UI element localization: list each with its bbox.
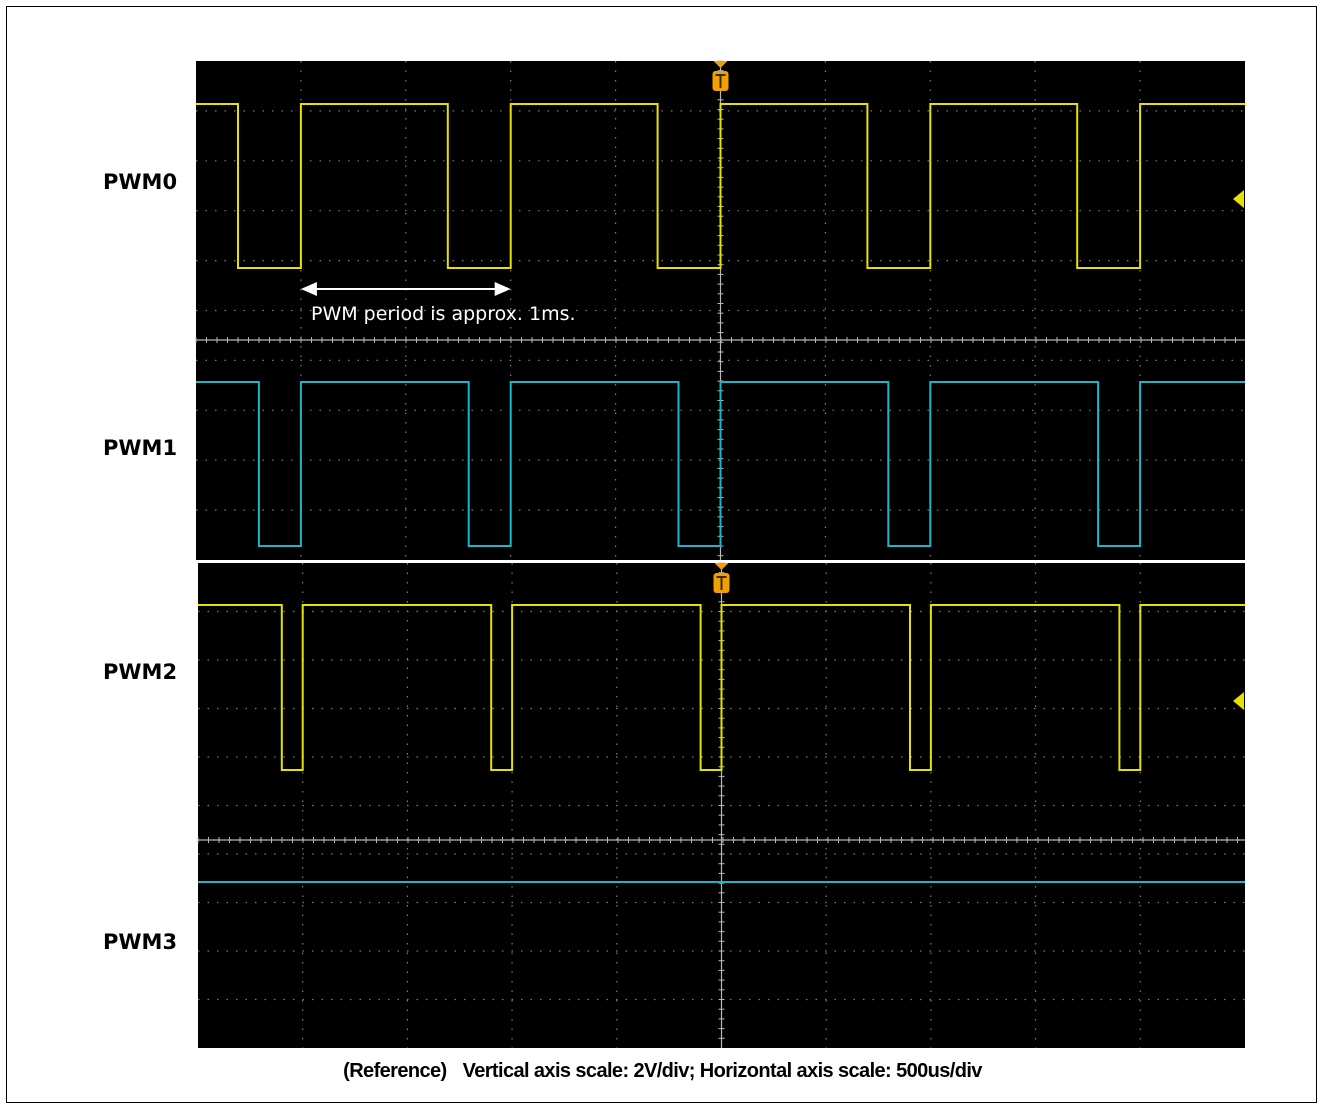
trace-pwm0: [196, 103, 1245, 269]
trigger-marker-icon: [715, 74, 726, 88]
caption-prefix: (Reference): [343, 1060, 447, 1082]
trace-pwm1: [196, 381, 1245, 547]
trace-pwm2: [198, 604, 1245, 771]
trigger-marker-icon: [714, 563, 729, 570]
level-marker-icon: [1233, 190, 1244, 208]
figure-frame: [6, 6, 1317, 1103]
trigger-marker-icon: [713, 61, 728, 68]
trigger-marker-icon: [716, 576, 727, 590]
channel-label-pwm3: PWM3: [103, 930, 178, 954]
channel-label-pwm1: PWM1: [103, 436, 178, 460]
period-annotation-text: PWM period is approx. 1ms.: [311, 303, 576, 325]
scale-caption: (Reference) Vertical axis scale: 2V/div; …: [0, 1060, 1325, 1083]
channel-label-pwm0: PWM0: [103, 170, 178, 194]
channel-label-pwm2: PWM2: [103, 660, 178, 684]
period-arrow-head-right: [494, 282, 511, 296]
level-marker-icon: [1233, 692, 1244, 710]
caption-text: Vertical axis scale: 2V/div; Horizontal …: [462, 1060, 983, 1082]
period-arrow-head-left: [300, 282, 317, 296]
